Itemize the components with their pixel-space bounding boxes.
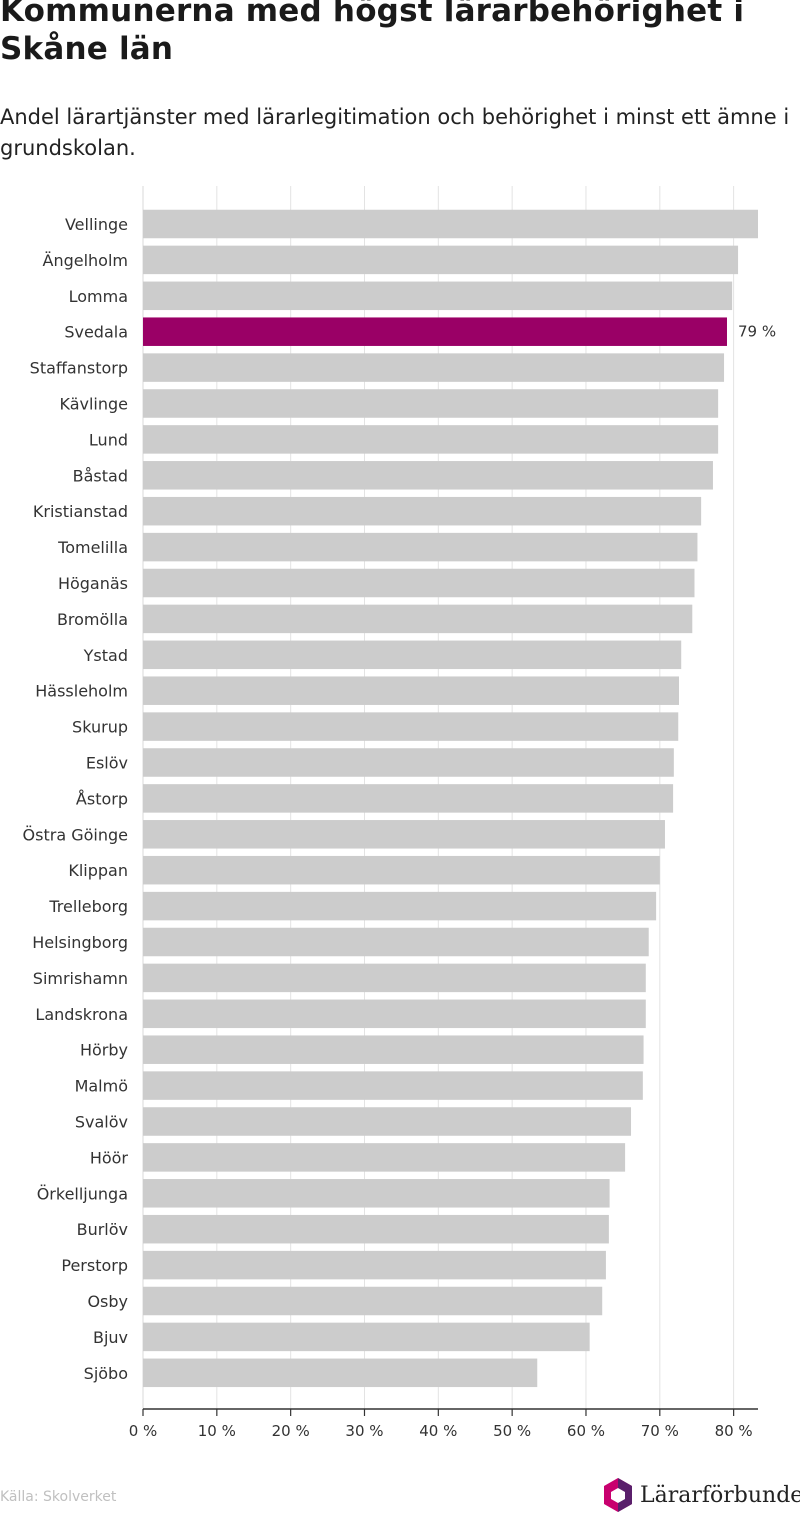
data-label: 79 % [738, 323, 776, 341]
bar [143, 496, 702, 526]
bar [143, 425, 719, 454]
bar [143, 389, 719, 418]
category-label: Ystad [83, 646, 128, 665]
category-label: Helsingborg [32, 933, 128, 952]
category-label: Lomma [69, 287, 128, 306]
bar [143, 712, 679, 741]
bar [143, 353, 725, 382]
bar [143, 532, 698, 562]
x-tick-label: 70 % [641, 1422, 679, 1440]
bar [143, 748, 674, 777]
bar [143, 568, 695, 598]
category-label: Kävlinge [59, 395, 128, 414]
source-note: Källa: Skolverket [0, 1489, 117, 1505]
category-label: Hörby [80, 1041, 128, 1060]
bar [143, 1071, 643, 1100]
brand-name: Lärarförbundet [640, 1482, 800, 1508]
bar [143, 1214, 609, 1244]
x-tick-label: 80 % [715, 1422, 753, 1440]
bar [143, 604, 693, 634]
category-label: Båstad [73, 466, 128, 485]
category-label: Åstorp [76, 789, 128, 808]
category-label: Tomelilla [57, 538, 128, 557]
category-label: Simrishamn [33, 969, 128, 988]
chart-title: Kommunerna med högst lärarbehörighet i S… [0, 0, 745, 67]
category-label: Staffanstorp [30, 359, 128, 378]
category-label: Bromölla [57, 610, 128, 629]
category-label: Kristianstad [33, 502, 128, 521]
category-label: Ängelholm [43, 251, 129, 270]
category-label: Hässleholm [35, 682, 128, 701]
x-tick-label: 10 % [198, 1422, 236, 1440]
x-tick-label: 40 % [419, 1422, 457, 1440]
category-label: Höör [90, 1148, 129, 1167]
category-label: Trelleborg [48, 897, 128, 916]
bar [143, 891, 657, 921]
bar [143, 1107, 632, 1136]
bar [143, 1035, 644, 1064]
category-label: Lund [89, 430, 128, 449]
bar [143, 281, 733, 311]
bar [143, 1322, 590, 1352]
bar [143, 855, 660, 885]
bar [143, 927, 649, 957]
x-tick-label: 50 % [493, 1422, 531, 1440]
bar [143, 1358, 538, 1388]
bar [143, 209, 758, 239]
brand-logo: Lärarförbundet [602, 1477, 800, 1513]
bar [143, 461, 713, 490]
category-label: Burlöv [77, 1220, 128, 1239]
bar-highlight [143, 317, 727, 346]
category-label: Vellinge [65, 215, 128, 234]
bar [143, 1179, 610, 1208]
category-label: Bjuv [93, 1328, 128, 1347]
bar [143, 784, 674, 813]
x-tick-label: 30 % [345, 1422, 383, 1440]
category-label: Skurup [72, 718, 128, 737]
category-label: Klippan [68, 861, 128, 880]
category-label: Perstorp [61, 1256, 128, 1275]
category-label: Svedala [64, 323, 128, 342]
bar [143, 245, 739, 275]
category-label: Landskrona [35, 1005, 128, 1024]
x-tick-label: 0 % [129, 1422, 158, 1440]
chart-subtitle: Andel lärartjänster med lärarlegitimatio… [0, 105, 790, 160]
bar [143, 999, 646, 1029]
x-tick-label: 60 % [567, 1422, 605, 1440]
category-label: Osby [87, 1292, 128, 1311]
bar [143, 1143, 626, 1172]
hexagon-logo-icon [604, 1478, 632, 1512]
bar-chart: Vellinge Ängelholm Lomma Svedala 79 % Staffan… [23, 186, 776, 1440]
bar [143, 1250, 606, 1280]
category-label: Höganäs [58, 574, 128, 593]
bar [143, 963, 646, 993]
category-label: Eslöv [86, 754, 128, 773]
x-tick-label: 20 % [272, 1422, 310, 1440]
bar [143, 1286, 603, 1316]
category-label: Sjöbo [84, 1364, 128, 1383]
category-label: Malmö [75, 1077, 128, 1096]
bar [143, 676, 680, 705]
category-label: Örkelljunga [37, 1184, 128, 1203]
bar [143, 640, 682, 670]
category-label: Svalöv [75, 1113, 128, 1132]
category-label: Östra Göinge [23, 825, 128, 844]
bar [143, 820, 665, 849]
